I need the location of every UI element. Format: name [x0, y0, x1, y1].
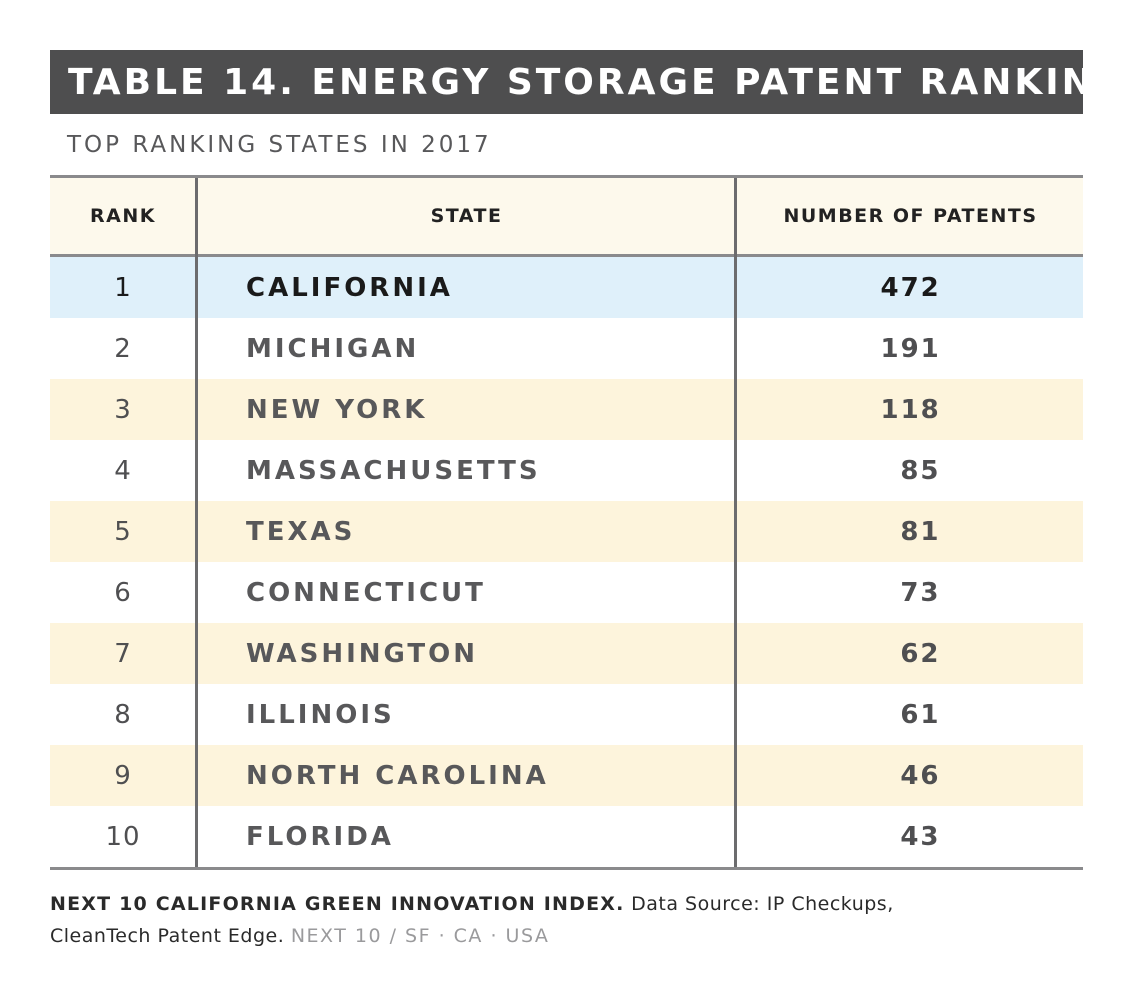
rank-cell: 8 [114, 699, 132, 730]
state-cell: TEXAS [246, 516, 356, 547]
rank-cell: 5 [114, 516, 132, 547]
patents-cell: 81 [738, 501, 1083, 562]
patents-cell: 46 [738, 745, 1083, 806]
table-row: 1 CALIFORNIA 472 [50, 257, 1083, 318]
table-row: 9 NORTH CAROLINA 46 [50, 745, 1083, 806]
table-row: 3 NEW YORK 118 [50, 379, 1083, 440]
state-cell: MICHIGAN [246, 333, 420, 364]
data-source-line2: CleanTech Patent Edge. [50, 925, 285, 947]
patents-cell: 118 [738, 379, 1083, 440]
state-cell: CALIFORNIA [246, 272, 453, 303]
patents-cell: 73 [738, 562, 1083, 623]
patents-value: 81 [900, 516, 941, 547]
header-rank: RANK [90, 205, 156, 227]
patents-cell: 62 [738, 623, 1083, 684]
table-header-row: RANK STATE NUMBER OF PATENTS [50, 178, 1083, 257]
rank-cell: 3 [114, 394, 132, 425]
index-name: NEXT 10 CALIFORNIA GREEN INNOVATION INDE… [50, 893, 625, 915]
table-subtitle: TOP RANKING STATES IN 2017 [67, 132, 492, 158]
header-number-of-patents: NUMBER OF PATENTS [783, 205, 1038, 227]
patents-cell: 85 [738, 440, 1083, 501]
state-cell: FLORIDA [246, 821, 394, 852]
state-cell: CONNECTICUT [246, 577, 486, 608]
table-title: TABLE 14. ENERGY STORAGE PATENT RANKING [50, 50, 1083, 114]
patents-cell: 61 [738, 684, 1083, 745]
state-cell: WASHINGTON [246, 638, 479, 669]
table-row: 10 FLORIDA 43 [50, 806, 1083, 867]
publisher-credit: NEXT 10 / SF · CA · USA [290, 925, 550, 947]
table-row: 5 TEXAS 81 [50, 501, 1083, 562]
rank-cell: 7 [114, 638, 132, 669]
state-cell: NORTH CAROLINA [246, 760, 549, 791]
patents-cell: 191 [738, 318, 1083, 379]
rank-cell: 4 [114, 455, 132, 486]
patents-value: 118 [880, 394, 941, 425]
patents-value: 191 [880, 333, 941, 364]
state-cell: NEW YORK [246, 394, 428, 425]
patents-cell: 43 [738, 806, 1083, 867]
patents-value: 46 [900, 760, 941, 791]
state-cell: ILLINOIS [246, 699, 395, 730]
source-footer: NEXT 10 CALIFORNIA GREEN INNOVATION INDE… [50, 888, 1090, 952]
table-row: 2 MICHIGAN 191 [50, 318, 1083, 379]
patents-value: 62 [900, 638, 941, 669]
patents-cell: 472 [738, 257, 1083, 318]
patent-ranking-table: RANK STATE NUMBER OF PATENTS 1 CALIFORNI… [50, 175, 1083, 870]
data-source: Data Source: IP Checkups, [631, 893, 894, 915]
table-row: 6 CONNECTICUT 73 [50, 562, 1083, 623]
patents-value: 85 [900, 455, 941, 486]
patents-value: 472 [880, 272, 941, 303]
rank-cell: 9 [114, 760, 132, 791]
table-row: 4 MASSACHUSETTS 85 [50, 440, 1083, 501]
rank-cell: 2 [114, 333, 132, 364]
table-row: 7 WASHINGTON 62 [50, 623, 1083, 684]
state-cell: MASSACHUSETTS [246, 455, 541, 486]
header-state: STATE [430, 205, 503, 227]
rank-cell: 6 [114, 577, 132, 608]
patents-value: 43 [900, 821, 941, 852]
patents-value: 73 [900, 577, 941, 608]
rank-cell: 1 [114, 272, 132, 303]
column-divider [734, 178, 737, 867]
column-divider [195, 178, 198, 867]
patents-value: 61 [900, 699, 941, 730]
table-row: 8 ILLINOIS 61 [50, 684, 1083, 745]
rank-cell: 10 [105, 821, 141, 852]
